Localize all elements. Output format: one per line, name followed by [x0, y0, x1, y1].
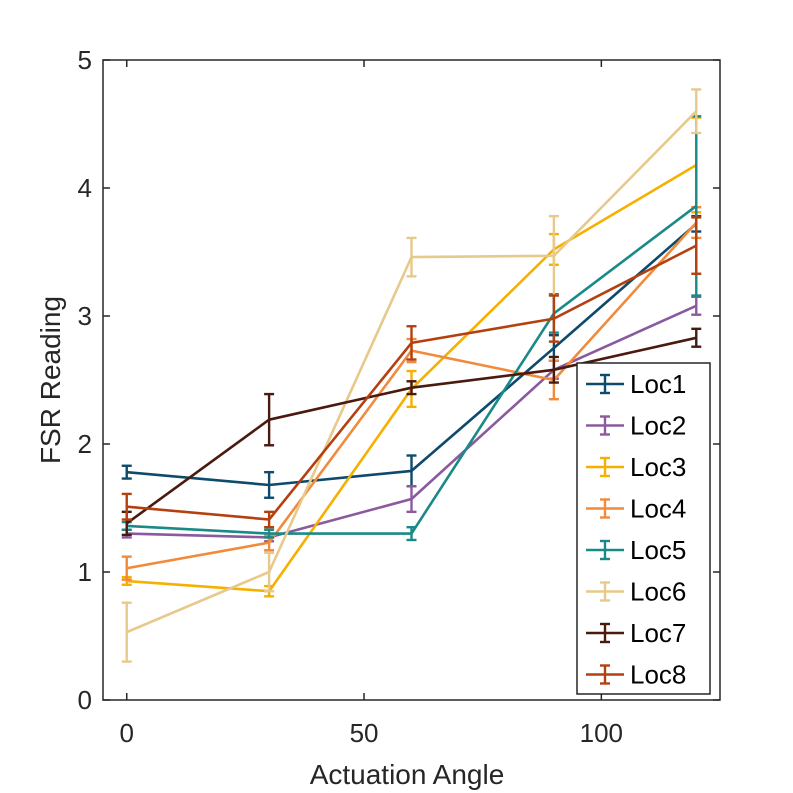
- error-bar-loc7-4: [691, 327, 702, 348]
- series-loc7: [121, 327, 702, 537]
- plot-frame: [102, 59, 721, 701]
- error-bar-loc4-0: [121, 555, 132, 581]
- error-bar-loc1-0: [121, 464, 132, 480]
- error-bar-loc7-3: [548, 355, 559, 384]
- error-bar-loc6-2: [406, 236, 417, 278]
- error-bar-loc8-2: [406, 325, 417, 361]
- y-tick-label: 5: [78, 45, 92, 75]
- tick-layer: 0 50 100 0 1 2 3 4 5: [78, 45, 720, 748]
- series-layer: [121, 88, 702, 663]
- y-tick-label: 2: [78, 429, 92, 459]
- legend: Loc1 Loc2 Loc3 Loc4 Loc5 Loc6 Loc7 Loc8: [576, 362, 711, 695]
- error-bar-loc8-1: [264, 510, 275, 529]
- legend-label: Loc7: [630, 618, 686, 648]
- error-bar-loc1-1: [264, 470, 275, 499]
- x-tick-label: 100: [580, 718, 623, 748]
- legend-item-loc2: Loc2: [586, 411, 686, 441]
- y-tick-label: 1: [78, 557, 92, 587]
- error-bar-loc8-0: [121, 492, 132, 521]
- error-bar-loc8-4: [691, 216, 702, 275]
- legend-item-loc7: Loc7: [586, 618, 686, 648]
- error-bar-loc6-4: [691, 88, 702, 135]
- legend-label: Loc8: [630, 660, 686, 690]
- x-tick-label: 0: [119, 718, 133, 748]
- legend-item-loc1: Loc1: [586, 369, 686, 399]
- error-bar-loc7-2: [406, 380, 417, 396]
- y-tick-label: 3: [78, 301, 92, 331]
- legend-label: Loc3: [630, 452, 686, 482]
- legend-item-loc5: Loc5: [586, 535, 686, 565]
- error-bar-loc6-1: [264, 551, 275, 593]
- legend-item-loc4: Loc4: [586, 494, 686, 524]
- error-bar-loc5-2: [406, 526, 417, 542]
- legend-label: Loc5: [630, 535, 686, 565]
- error-bar-loc8-3: [548, 294, 559, 343]
- error-bar-loc6-0: [121, 601, 132, 663]
- x-axis-label: Actuation Angle: [310, 759, 505, 790]
- y-tick-label: 0: [78, 685, 92, 715]
- x-tick-label: 50: [350, 718, 379, 748]
- error-bar-loc2-4: [691, 295, 702, 316]
- error-bar-loc5-1: [264, 528, 275, 539]
- legend-label: Loc2: [630, 411, 686, 441]
- legend-label: Loc4: [630, 494, 686, 524]
- series-loc6: [121, 88, 702, 663]
- legend-item-loc6: Loc6: [586, 577, 686, 607]
- series-loc8: [121, 216, 702, 529]
- legend-label: Loc1: [630, 369, 686, 399]
- legend-item-loc3: Loc3: [586, 452, 686, 482]
- legend-item-loc8: Loc8: [586, 660, 686, 690]
- legend-label: Loc6: [630, 577, 686, 607]
- y-tick-label: 4: [78, 173, 92, 203]
- legend-box: [576, 362, 711, 695]
- error-bar-loc2-2: [406, 485, 417, 514]
- error-bar-loc7-1: [264, 392, 275, 447]
- y-axis-label: FSR Reading: [35, 296, 66, 464]
